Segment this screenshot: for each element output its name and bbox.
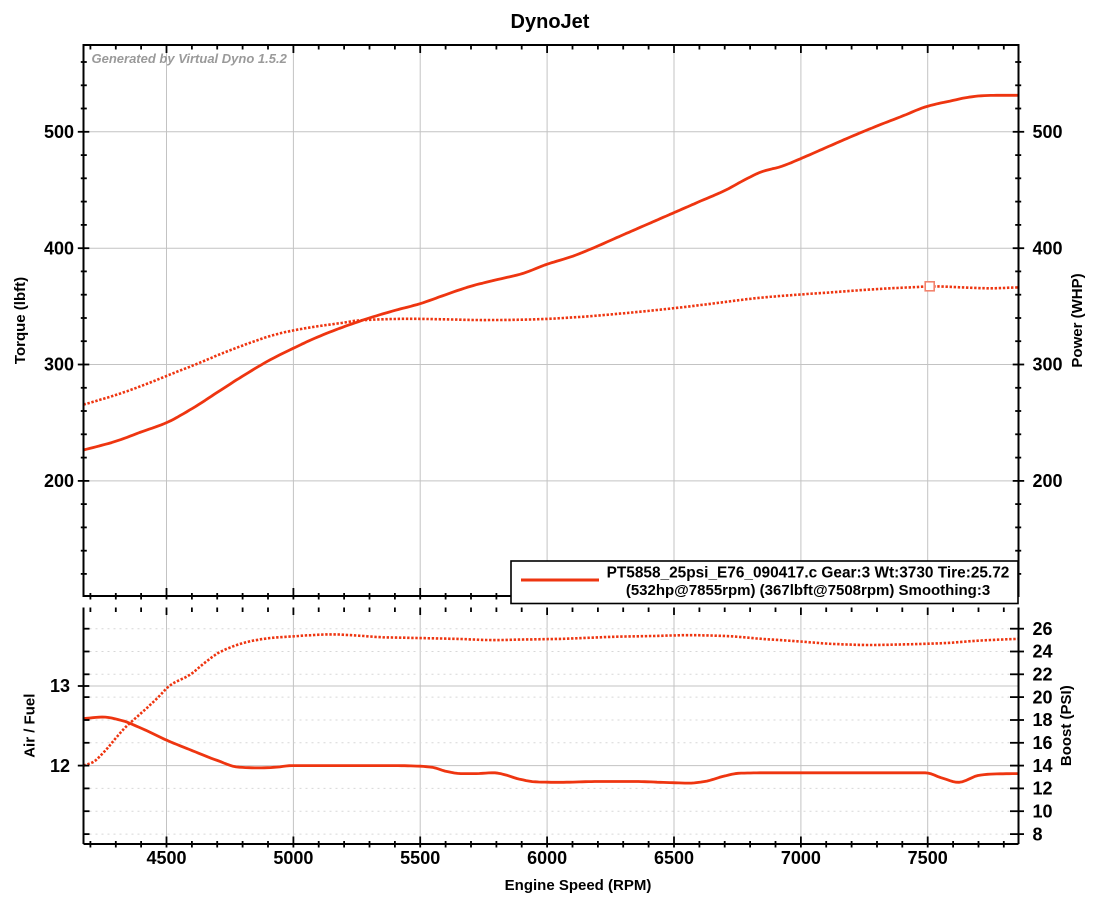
svg-text:10: 10 [1033, 801, 1053, 821]
svg-text:Generated by Virtual Dyno 1.5.: Generated by Virtual Dyno 1.5.2 [92, 51, 288, 66]
svg-text:Boost (PSI): Boost (PSI) [1058, 685, 1075, 766]
svg-text:13: 13 [50, 676, 70, 696]
svg-text:DynoJet: DynoJet [511, 11, 590, 33]
svg-text:7500: 7500 [908, 848, 948, 868]
svg-text:14: 14 [1033, 756, 1053, 776]
svg-text:12: 12 [50, 756, 70, 776]
svg-text:4500: 4500 [146, 848, 186, 868]
svg-text:200: 200 [44, 471, 74, 491]
svg-text:18: 18 [1033, 710, 1053, 730]
svg-text:22: 22 [1033, 665, 1053, 685]
svg-text:26: 26 [1033, 619, 1053, 639]
svg-text:16: 16 [1033, 733, 1053, 753]
svg-text:500: 500 [1033, 122, 1063, 142]
svg-text:Torque (lbft): Torque (lbft) [12, 277, 29, 364]
svg-text:400: 400 [1033, 238, 1063, 258]
svg-text:200: 200 [1033, 471, 1063, 491]
svg-text:5000: 5000 [273, 848, 313, 868]
svg-text:6500: 6500 [654, 848, 694, 868]
svg-text:Air / Fuel: Air / Fuel [21, 694, 38, 758]
svg-text:8: 8 [1033, 824, 1043, 844]
svg-text:500: 500 [44, 122, 74, 142]
svg-text:20: 20 [1033, 687, 1053, 707]
svg-text:5500: 5500 [400, 848, 440, 868]
svg-text:Power (WHP): Power (WHP) [1069, 273, 1086, 367]
svg-text:24: 24 [1033, 642, 1053, 662]
svg-text:12: 12 [1033, 779, 1053, 799]
svg-text:PT5858_25psi_E76_090417.c Gear: PT5858_25psi_E76_090417.c Gear:3 Wt:3730… [607, 565, 1010, 582]
svg-text:300: 300 [44, 355, 74, 375]
svg-text:7000: 7000 [781, 848, 821, 868]
svg-text:300: 300 [1033, 355, 1063, 375]
svg-text:6000: 6000 [527, 848, 567, 868]
svg-text:(532hp@7855rpm) (367lbft@7508r: (532hp@7855rpm) (367lbft@7508rpm) Smooth… [626, 582, 990, 599]
svg-text:400: 400 [44, 238, 74, 258]
svg-text:Engine Speed (RPM): Engine Speed (RPM) [505, 877, 652, 894]
